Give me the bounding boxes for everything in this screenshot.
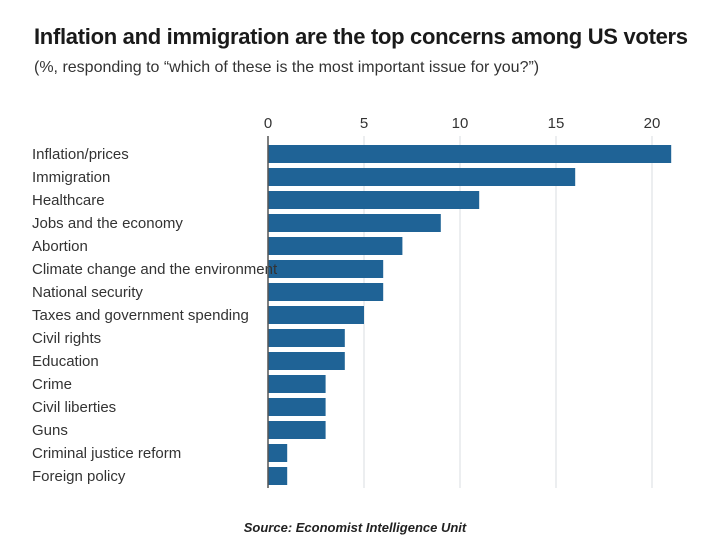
chart-subtitle: (%, responding to “which of these is the… — [34, 59, 540, 76]
category-label: Climate change and the environment — [32, 261, 278, 278]
bar — [268, 421, 326, 439]
category-label: Civil rights — [32, 330, 101, 347]
bar — [268, 214, 441, 232]
bar — [268, 237, 403, 255]
bar — [268, 467, 288, 485]
bar — [268, 444, 288, 462]
source-note: Source: Economist Intelligence Unit — [243, 520, 467, 535]
bar — [268, 191, 480, 209]
x-tick-label: 10 — [452, 115, 469, 132]
category-label: Healthcare — [32, 192, 105, 209]
category-label: Foreign policy — [32, 468, 126, 485]
x-tick-label: 0 — [264, 115, 272, 132]
bar — [268, 352, 345, 370]
category-label: Abortion — [32, 238, 88, 255]
category-label: Inflation/prices — [32, 146, 129, 163]
bar — [268, 306, 364, 324]
x-tick-label: 20 — [644, 115, 661, 132]
chart-title: Inflation and immigration are the top co… — [34, 24, 688, 49]
category-label: Crime — [32, 376, 72, 393]
category-label: Guns — [32, 422, 68, 439]
bar — [268, 260, 384, 278]
category-label: National security — [32, 284, 143, 301]
x-tick-label: 5 — [360, 115, 368, 132]
bar — [268, 329, 345, 347]
category-label: Taxes and government spending — [32, 307, 249, 324]
category-label: Education — [32, 353, 99, 370]
category-label: Immigration — [32, 169, 110, 186]
bar-chart: 0 5 10 15 20 Inflation/prices Immigration Healt… — [32, 115, 672, 488]
bar — [268, 168, 576, 186]
bar — [268, 375, 326, 393]
category-label: Criminal justice reform — [32, 445, 181, 462]
bar — [268, 145, 672, 163]
bar — [268, 283, 384, 301]
bar — [268, 398, 326, 416]
category-label: Civil liberties — [32, 399, 116, 416]
chart-panel: Inflation and immigration are the top co… — [20, 14, 700, 502]
category-label: Jobs and the economy — [32, 215, 183, 232]
x-tick-label: 15 — [548, 115, 565, 132]
